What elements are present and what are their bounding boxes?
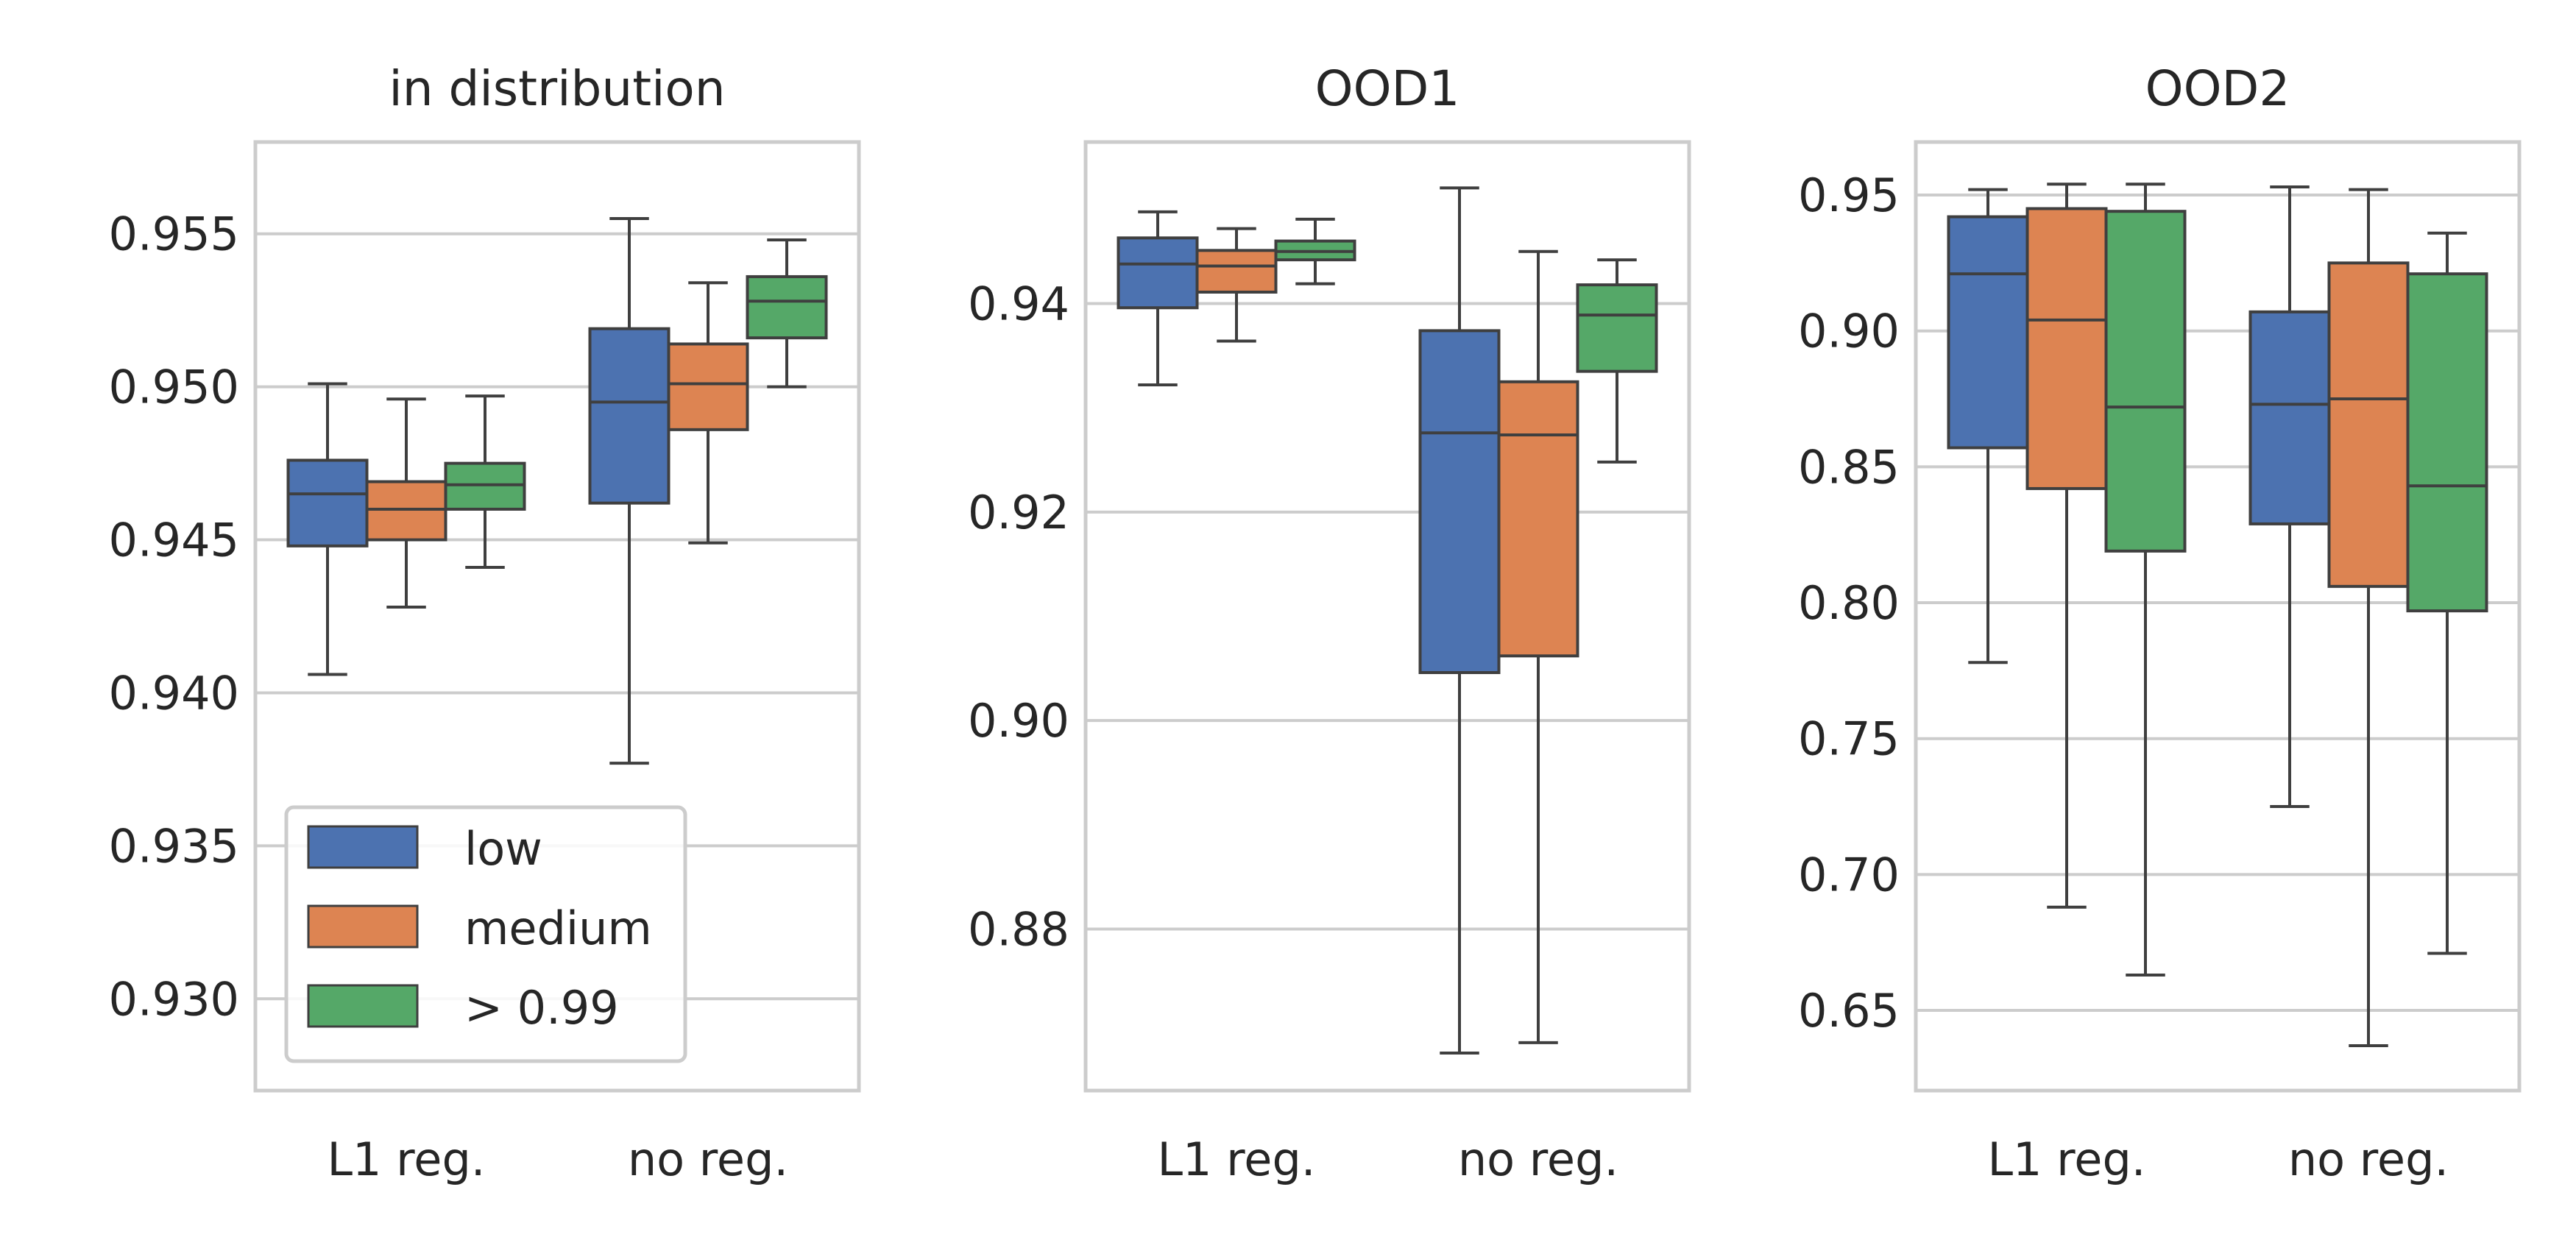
box-medium-1 xyxy=(1195,227,1278,343)
box-iqr xyxy=(1576,283,1658,373)
box-medium-2 xyxy=(1497,249,1579,1044)
y-tick-label: 0.90 xyxy=(1798,305,1900,358)
box-iqr xyxy=(2248,310,2331,525)
y-tick-label: 0.88 xyxy=(968,902,1069,956)
plot-frame xyxy=(1914,140,2522,1093)
y-tick-label: 0.940 xyxy=(109,666,240,720)
plot-frame xyxy=(253,140,861,1093)
box-iqr xyxy=(588,327,670,505)
legend-swatch xyxy=(307,984,419,1028)
y-tick-label: 0.65 xyxy=(1798,984,1900,1038)
y-tick-label: 0.90 xyxy=(968,694,1069,748)
y-tick-label: 0.95 xyxy=(1798,169,1900,222)
y-tick-label: 0.935 xyxy=(109,819,240,873)
box-medium-2 xyxy=(667,281,749,545)
x-tick-label: L1 reg. xyxy=(1157,1133,1315,1186)
box-099-1 xyxy=(1274,217,1356,286)
box-iqr xyxy=(1195,249,1278,294)
panel-1: 0.930 0.935 0.940 0.945 0.950 0.955 in distrib… xyxy=(109,60,861,1186)
panel-title: in distribution xyxy=(389,60,725,117)
x-tick-label: no reg. xyxy=(1458,1133,1618,1186)
plot-frame xyxy=(1083,140,1691,1093)
legend: low medium > 0.99 xyxy=(284,805,687,1063)
box-099-2 xyxy=(746,238,828,389)
legend-label: low xyxy=(464,822,542,876)
legend-swatch xyxy=(307,825,419,869)
panel-title: OOD2 xyxy=(2145,60,2290,117)
box-iqr xyxy=(746,274,828,340)
box-low-1 xyxy=(1117,210,1199,387)
box-099-2 xyxy=(2406,231,2488,955)
box-medium-1 xyxy=(2025,182,2108,909)
y-tick-label: 0.80 xyxy=(1798,576,1900,630)
y-tick-label: 0.70 xyxy=(1798,848,1900,901)
y-tick-label: 0.92 xyxy=(968,486,1069,539)
box-iqr xyxy=(2104,210,2187,553)
box-iqr xyxy=(1947,215,2029,450)
box-low-1 xyxy=(286,382,369,676)
y-tick-label: 0.950 xyxy=(109,361,240,414)
box-iqr xyxy=(1117,236,1199,310)
y-tick-label: 0.955 xyxy=(109,208,240,261)
box-099-2 xyxy=(1576,258,1658,464)
box-iqr xyxy=(1418,329,1501,674)
x-tick-label: L1 reg. xyxy=(1987,1133,2145,1186)
box-low-1 xyxy=(1947,188,2029,665)
x-tick-label: no reg. xyxy=(628,1133,788,1186)
box-iqr xyxy=(2327,261,2410,588)
x-tick-label: L1 reg. xyxy=(327,1133,485,1186)
panel-3: 0.65 0.70 0.75 0.80 0.85 0.90 0.95 OOD2 L1 reg. n… xyxy=(1798,60,2522,1186)
y-tick-label: 0.94 xyxy=(968,277,1069,331)
y-tick-label: 0.945 xyxy=(109,514,240,567)
x-tick-label: no reg. xyxy=(2288,1133,2449,1186)
legend-label: > 0.99 xyxy=(464,981,619,1035)
box-iqr xyxy=(667,342,749,431)
y-tick-label: 0.75 xyxy=(1798,712,1900,766)
panel-2: 0.88 0.90 0.92 0.94 OOD1 L1 reg. no reg. xyxy=(968,60,1691,1186)
box-low-2 xyxy=(588,216,670,765)
box-iqr xyxy=(2406,272,2488,613)
box-iqr xyxy=(2025,207,2108,490)
panel-title: OOD1 xyxy=(1315,60,1460,117)
box-low-2 xyxy=(2248,185,2331,809)
legend-swatch xyxy=(307,904,419,949)
y-tick-label: 0.930 xyxy=(109,972,240,1026)
box-099-1 xyxy=(444,394,526,569)
box-099-1 xyxy=(2104,182,2187,977)
box-low-2 xyxy=(1418,186,1501,1055)
box-iqr xyxy=(286,458,369,547)
box-iqr xyxy=(444,461,526,511)
y-tick-label: 0.85 xyxy=(1798,440,1900,494)
box-iqr xyxy=(1497,380,1579,658)
box-iqr xyxy=(365,480,447,542)
box-medium-2 xyxy=(2327,188,2410,1048)
box-medium-1 xyxy=(365,397,447,609)
legend-label: medium xyxy=(464,901,652,955)
